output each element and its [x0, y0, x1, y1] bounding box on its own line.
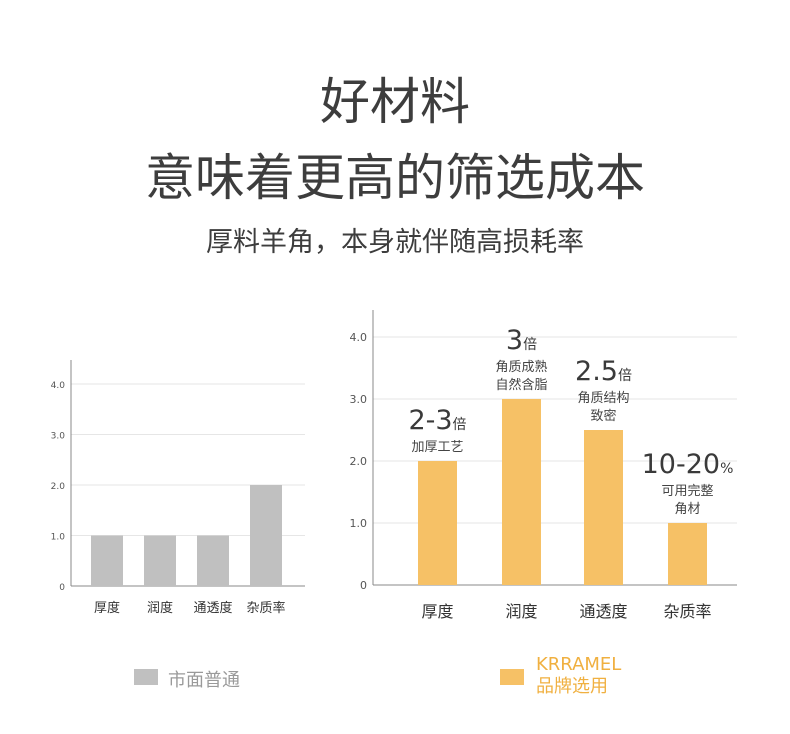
y-tick-label: 4.0 [350, 331, 368, 344]
legend-swatch-brand [500, 669, 524, 685]
annotation-note: 自然含脂 [495, 377, 547, 393]
annotation-note: 可用完整 [661, 484, 713, 499]
y-tick-label: 0 [360, 579, 367, 592]
y-tick-label: 1.0 [51, 533, 66, 543]
title-line-2: 意味着更高的筛选成本 [145, 149, 645, 207]
y-tick-label: 2.0 [350, 455, 368, 468]
bar [584, 430, 623, 585]
subtitle: 厚料羊角，本身就伴随高损耗率 [206, 227, 584, 258]
annotation-value: 2-3倍 [408, 405, 466, 436]
annotation-value: 10-20% [642, 449, 734, 480]
y-tick-label: 0 [59, 583, 65, 593]
y-tick-label: 1.0 [350, 517, 368, 530]
x-category-label: 厚度 [94, 600, 120, 616]
y-tick-label: 2.0 [51, 482, 66, 492]
annotation-note: 角质成熟 [495, 359, 547, 375]
bar [197, 535, 229, 586]
annotation-value: 2.5倍 [575, 356, 632, 387]
annotation-note: 角质结构 [577, 391, 629, 406]
bar [91, 535, 123, 586]
bar [668, 523, 707, 585]
annotation-note: 加厚工艺 [411, 440, 463, 455]
legend-brand-desc: 品牌选用 [536, 676, 608, 697]
x-category-label: 润度 [505, 602, 537, 621]
bar [418, 461, 457, 585]
x-category-label: 杂质率 [663, 602, 711, 621]
bar [502, 399, 541, 585]
title-line-1: 好材料 [320, 73, 470, 131]
legend-label-brand: KRRAMEL 品牌选用 [536, 654, 621, 698]
legend-label-market: 市面普通 [168, 670, 240, 691]
annotation-note: 致密 [590, 408, 616, 424]
annotation-note: 角材 [674, 502, 700, 517]
x-category-label: 润度 [147, 600, 173, 616]
bar [250, 485, 282, 586]
bar [144, 535, 176, 586]
y-tick-label: 3.0 [350, 393, 368, 406]
legend-swatch-market [134, 669, 158, 685]
legend-brand-name: KRRAMEL [536, 654, 622, 675]
annotation-value: 3倍 [506, 325, 537, 356]
x-category-label: 厚度 [421, 602, 453, 621]
y-tick-label: 3.0 [51, 432, 66, 442]
x-category-label: 杂质率 [246, 600, 285, 616]
y-tick-label: 4.0 [51, 381, 66, 391]
x-category-label: 通透度 [193, 600, 232, 616]
x-category-label: 通透度 [579, 602, 627, 621]
